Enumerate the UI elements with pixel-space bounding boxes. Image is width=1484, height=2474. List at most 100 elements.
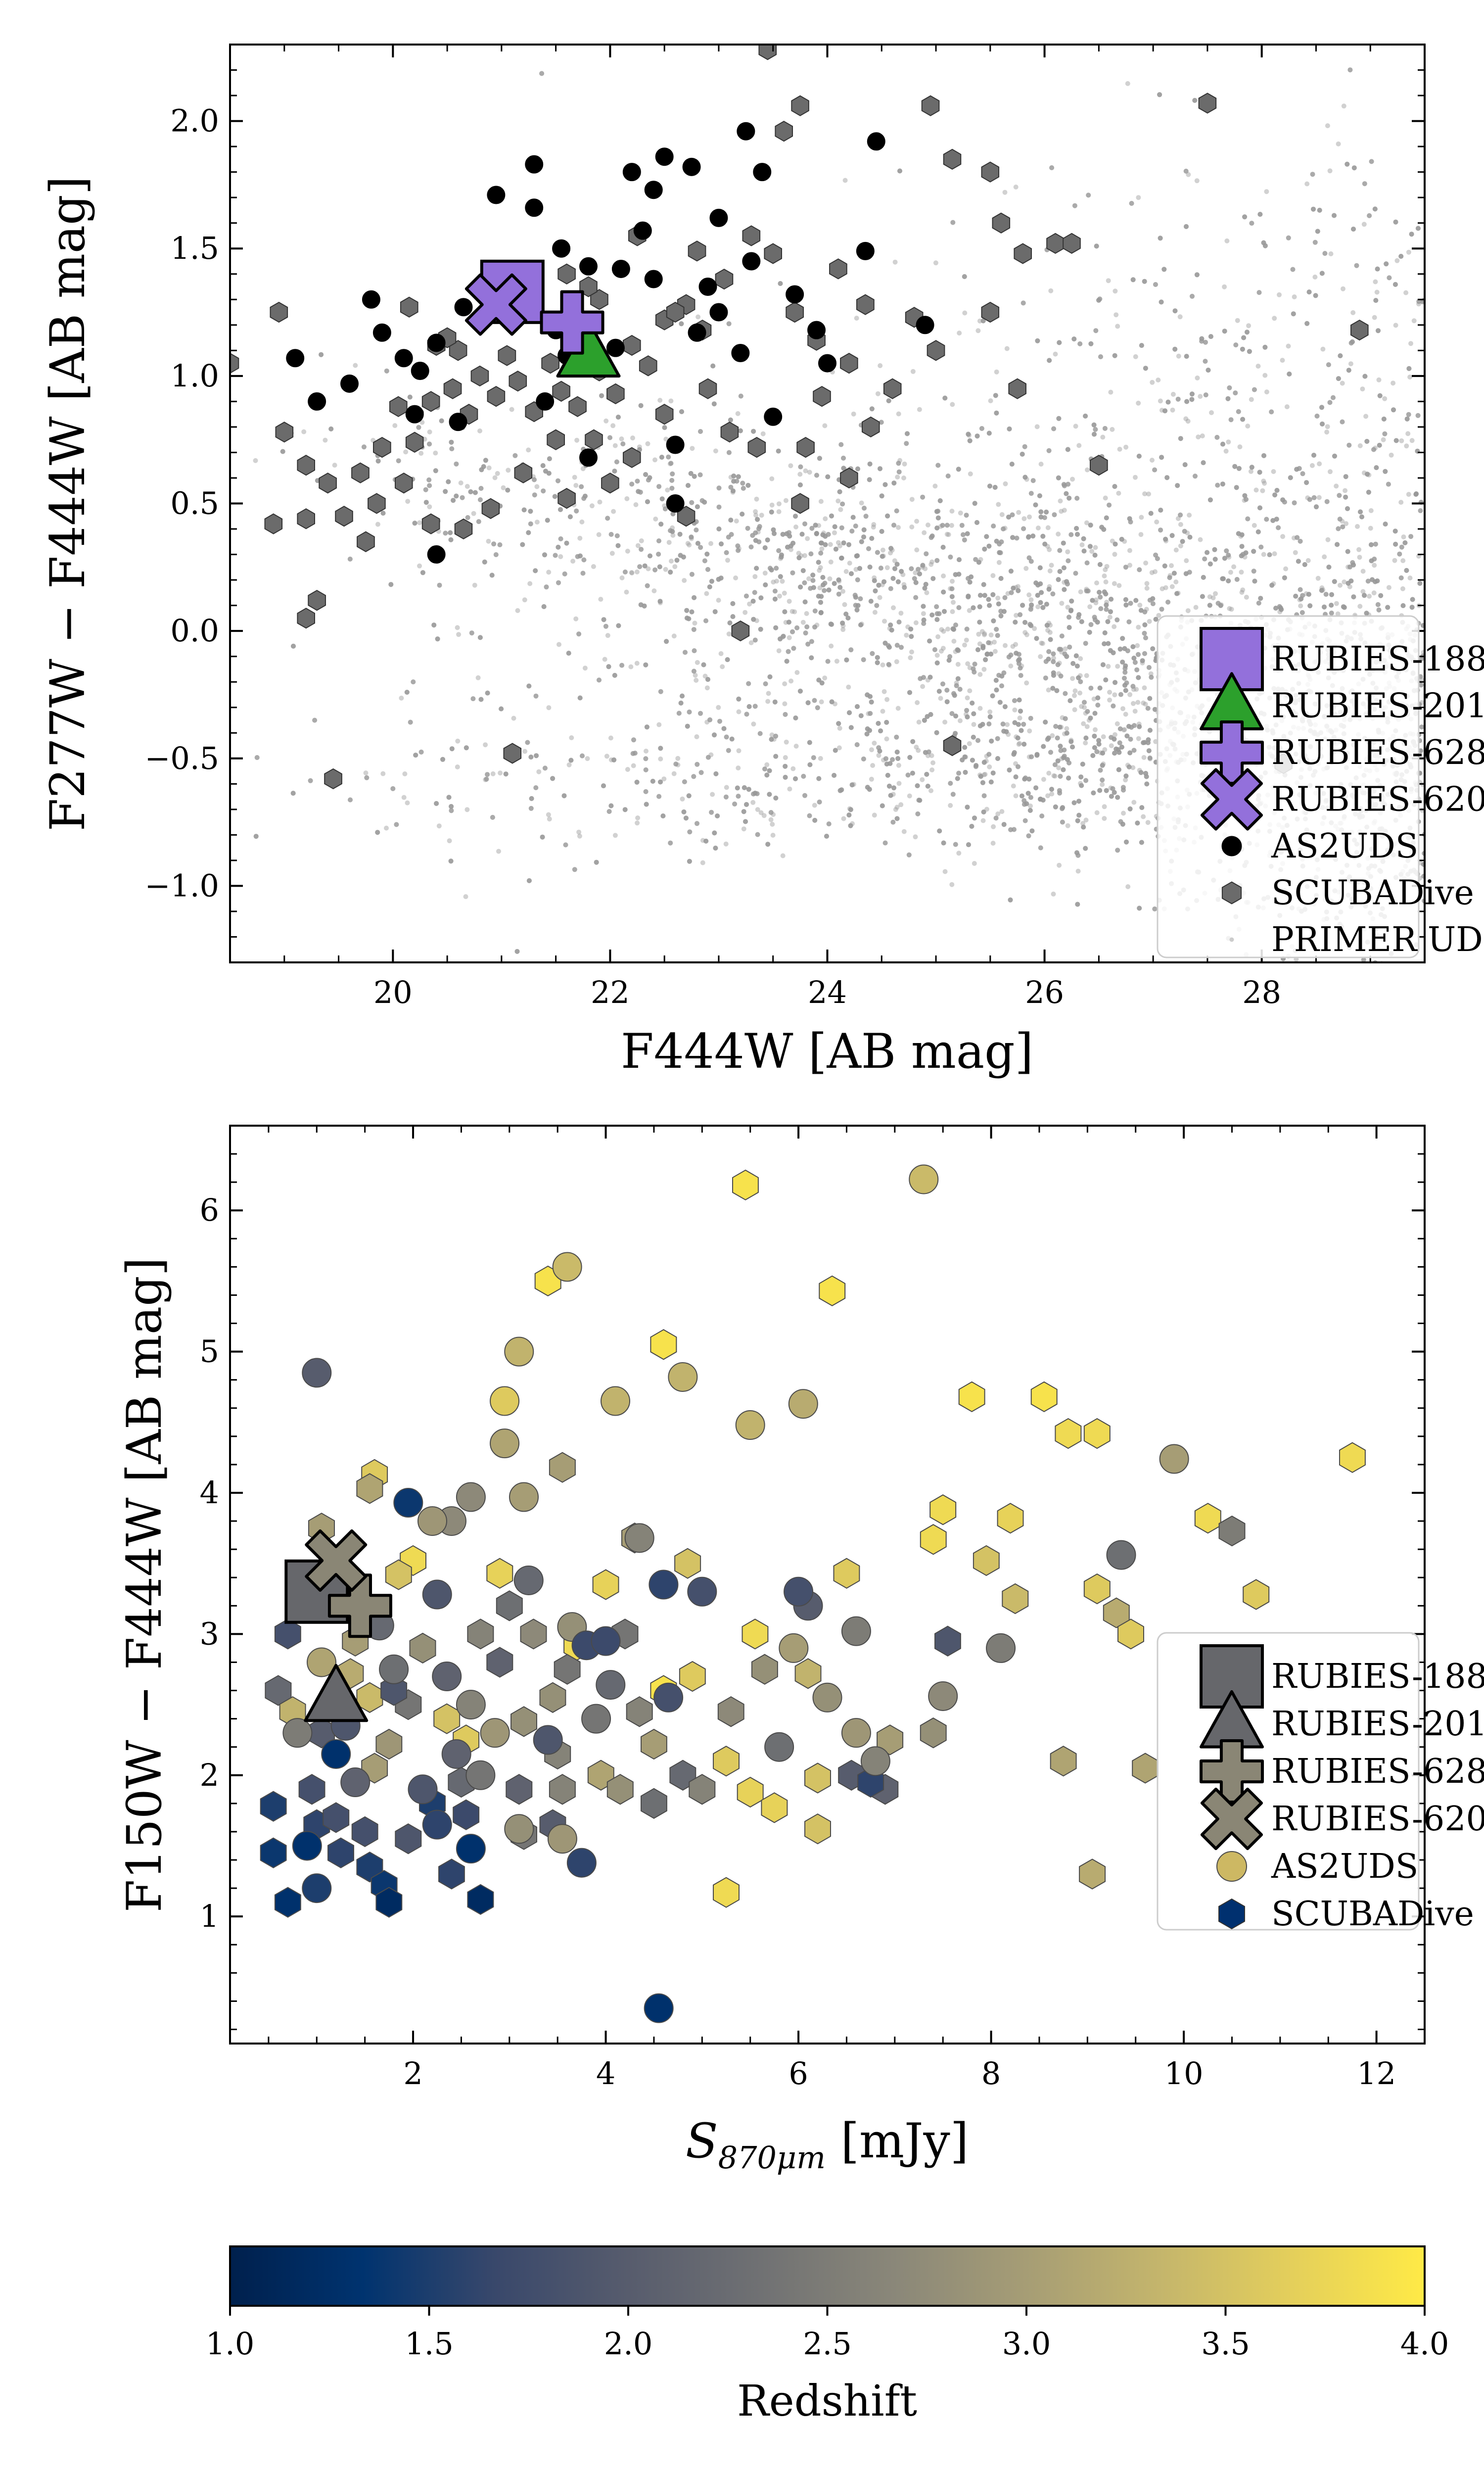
primer-uds-point bbox=[880, 547, 885, 553]
primer-uds-point bbox=[828, 559, 834, 565]
primer-uds-point bbox=[881, 689, 887, 694]
primer-uds-point bbox=[814, 622, 820, 628]
primer-uds-point bbox=[1368, 525, 1373, 531]
primer-uds-point bbox=[1170, 391, 1176, 397]
primer-uds-point bbox=[872, 812, 877, 818]
primer-uds-point bbox=[1060, 715, 1065, 720]
primer-uds-point bbox=[1113, 312, 1119, 318]
primer-uds-point bbox=[996, 502, 1001, 507]
primer-uds-point bbox=[1312, 274, 1318, 280]
primer-uds-point bbox=[1052, 773, 1058, 779]
primer-uds-point bbox=[783, 619, 788, 625]
primer-uds-point bbox=[1357, 443, 1363, 448]
primer-uds-point bbox=[1229, 607, 1234, 612]
primer-uds-point bbox=[783, 755, 788, 760]
primer-uds-point bbox=[771, 579, 776, 585]
primer-uds-point bbox=[1159, 973, 1163, 978]
primer-uds-point bbox=[1068, 737, 1074, 743]
primer-uds-point bbox=[736, 748, 742, 754]
primer-uds-point bbox=[1385, 1037, 1390, 1042]
primer-uds-point bbox=[917, 407, 922, 412]
primer-uds-point bbox=[1340, 519, 1345, 524]
primer-uds-point bbox=[847, 561, 852, 566]
primer-uds-point bbox=[486, 538, 491, 544]
primer-uds-point bbox=[1335, 611, 1341, 617]
primer-uds-point bbox=[546, 705, 552, 711]
primer-uds-point bbox=[645, 441, 650, 446]
primer-uds-point bbox=[1207, 594, 1212, 600]
primer-uds-point bbox=[1045, 627, 1051, 633]
primer-uds-point bbox=[1076, 443, 1082, 448]
primer-uds-point bbox=[1003, 481, 1008, 486]
primer-uds-point bbox=[1403, 1000, 1408, 1005]
primer-uds-point bbox=[1084, 520, 1089, 525]
primer-uds-point bbox=[1198, 537, 1203, 542]
primer-uds-point bbox=[1149, 570, 1155, 575]
primer-uds-point bbox=[610, 423, 616, 428]
primer-uds-point bbox=[1253, 487, 1259, 493]
primer-uds-point bbox=[1409, 438, 1415, 443]
primer-uds-point bbox=[574, 437, 580, 443]
primer-uds-point bbox=[842, 178, 848, 183]
primer-uds-point bbox=[436, 823, 442, 829]
primer-uds-point bbox=[1151, 970, 1156, 975]
primer-uds-point bbox=[896, 762, 901, 768]
primer-uds-point bbox=[958, 718, 963, 723]
primer-uds-point bbox=[882, 618, 887, 624]
primer-uds-point bbox=[573, 483, 579, 488]
primer-uds-point bbox=[1328, 469, 1333, 475]
primer-uds-point bbox=[602, 657, 607, 662]
primer-uds-point bbox=[928, 788, 933, 793]
primer-uds-point bbox=[630, 435, 635, 441]
primer-uds-point bbox=[946, 532, 951, 537]
primer-uds-point bbox=[455, 738, 461, 744]
primer-uds-point bbox=[1109, 743, 1114, 749]
primer-uds-point bbox=[1087, 604, 1093, 610]
primer-uds-point bbox=[803, 468, 808, 474]
primer-uds-point bbox=[1210, 595, 1216, 601]
primer-uds-point bbox=[527, 581, 533, 586]
primer-uds-point bbox=[846, 684, 851, 690]
primer-uds-point bbox=[914, 547, 920, 553]
primer-uds-point bbox=[1175, 516, 1181, 521]
primer-uds-point bbox=[1305, 967, 1310, 972]
primer-uds-point bbox=[1260, 488, 1265, 493]
primer-uds-point bbox=[762, 571, 768, 576]
primer-uds-point bbox=[629, 571, 635, 575]
primer-uds-point bbox=[1239, 590, 1245, 595]
primer-uds-point bbox=[828, 542, 833, 547]
primer-uds-point bbox=[653, 517, 658, 522]
primer-uds-point bbox=[1146, 491, 1151, 497]
primer-uds-point bbox=[624, 589, 629, 595]
primer-uds-point bbox=[1136, 736, 1141, 741]
primer-uds-point bbox=[1224, 964, 1229, 969]
primer-uds-point bbox=[754, 618, 759, 623]
top-panel: 20 22 24 26 28−1.0−0.50.00.51.01.52.0 F444W … bbox=[40, 44, 1484, 1079]
primer-uds-point bbox=[669, 559, 674, 564]
primer-uds-point bbox=[1319, 585, 1325, 590]
primer-uds-point bbox=[988, 632, 994, 638]
primer-uds-point bbox=[949, 523, 954, 528]
primer-uds-point bbox=[644, 749, 649, 754]
primer-uds-point bbox=[793, 524, 798, 529]
primer-uds-point bbox=[1343, 488, 1348, 493]
primer-uds-point bbox=[1072, 707, 1077, 713]
primer-uds-point bbox=[898, 802, 904, 808]
primer-uds-point bbox=[835, 498, 841, 504]
primer-uds-point bbox=[1079, 542, 1085, 548]
primer-uds-point bbox=[1094, 580, 1099, 586]
primer-uds-point bbox=[624, 496, 630, 501]
primer-uds-point bbox=[1272, 551, 1277, 557]
primer-uds-point bbox=[1132, 709, 1138, 714]
primer-uds-point bbox=[1083, 817, 1089, 823]
primer-uds-point bbox=[1360, 589, 1366, 594]
primer-uds-point bbox=[797, 472, 803, 477]
primer-uds-point bbox=[651, 588, 657, 594]
primer-uds-point bbox=[1309, 463, 1315, 468]
primer-uds-point bbox=[780, 634, 785, 640]
primer-uds-point bbox=[477, 428, 482, 433]
primer-uds-point bbox=[605, 633, 610, 638]
primer-uds-point bbox=[977, 641, 982, 647]
primer-uds-point bbox=[569, 735, 574, 740]
primer-uds-point bbox=[1178, 543, 1183, 549]
